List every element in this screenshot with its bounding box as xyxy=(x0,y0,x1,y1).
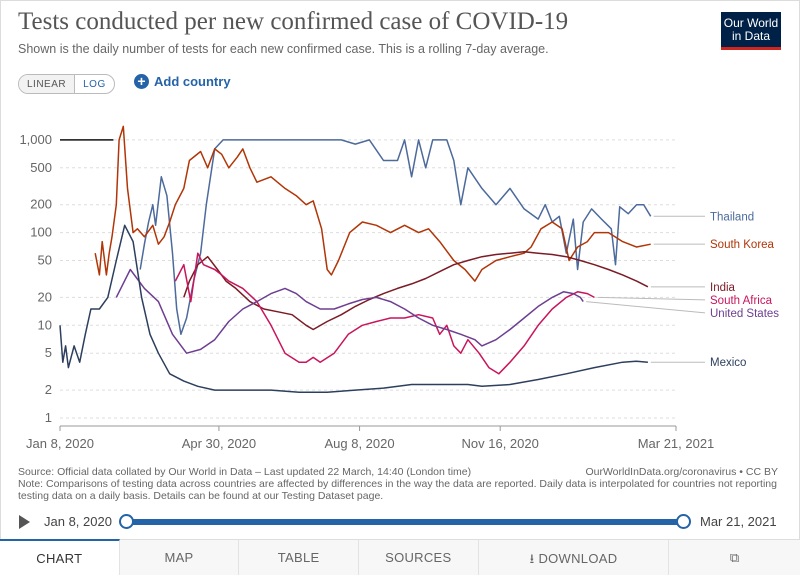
tab-bar: CHART MAP TABLE SOURCES ⭳ DOWNLOAD ⧉ xyxy=(0,539,800,575)
legend-label-india: India xyxy=(710,282,736,294)
chart-notes: Source: Official data collated by Our Wo… xyxy=(18,466,778,502)
y-tick-label: 1 xyxy=(45,410,52,425)
timeline-start-handle[interactable] xyxy=(119,514,134,529)
share-icon: ⧉ xyxy=(729,550,740,565)
timeline-start-label: Jan 8, 2020 xyxy=(44,514,112,529)
legend-label-south-korea: South Korea xyxy=(710,239,775,251)
logo-line-1: Our World xyxy=(723,16,779,30)
series-line-mexico xyxy=(59,224,648,393)
source-text: Source: Official data collated by Our Wo… xyxy=(18,466,472,478)
add-country-button[interactable]: + Add country xyxy=(134,74,231,89)
play-icon[interactable] xyxy=(19,515,30,529)
plus-icon: + xyxy=(134,74,149,89)
legend-label-thailand: Thailand xyxy=(710,211,754,223)
x-tick-label: Mar 21, 2021 xyxy=(638,436,715,451)
y-tick-label: 2 xyxy=(45,382,52,397)
series-line-india xyxy=(183,251,649,331)
y-tick-label: 20 xyxy=(38,289,52,304)
timeline: Jan 8, 2020 Mar 21, 2021 xyxy=(0,510,800,536)
note-text: Note: Comparisons of testing data across… xyxy=(18,478,777,502)
timeline-end-label: Mar 21, 2021 xyxy=(700,514,777,529)
y-tick-label: 50 xyxy=(38,253,52,268)
y-tick-label: 5 xyxy=(45,345,52,360)
y-tick-label: 200 xyxy=(30,197,52,212)
timeline-track[interactable] xyxy=(127,519,683,525)
owid-logo[interactable]: Our World in Data xyxy=(721,12,781,50)
legend-label-south-africa: South Africa xyxy=(710,295,773,307)
logo-line-2: in Data xyxy=(731,29,771,43)
series-line-south-africa xyxy=(174,252,595,375)
chart-title: Tests conducted per new confirmed case o… xyxy=(18,8,569,35)
scale-toggle: LINEAR LOG xyxy=(18,74,115,94)
legend-connector xyxy=(597,296,706,301)
x-tick-label: Jan 8, 2020 xyxy=(26,436,94,451)
log-scale-button[interactable]: LOG xyxy=(83,79,106,90)
add-country-label: Add country xyxy=(154,74,231,89)
tab-share[interactable]: ⧉ xyxy=(669,540,800,575)
timeline-end-handle[interactable] xyxy=(676,514,691,529)
tab-chart[interactable]: CHART xyxy=(0,539,120,575)
x-tick-label: Aug 8, 2020 xyxy=(324,436,394,451)
download-icon: ⭳ xyxy=(529,551,535,566)
linear-scale-button[interactable]: LINEAR xyxy=(19,75,76,93)
x-tick-label: Apr 30, 2020 xyxy=(182,436,256,451)
source-link[interactable]: OurWorldInData.org/coronavirus • CC BY xyxy=(585,466,778,478)
tab-table[interactable]: TABLE xyxy=(239,540,359,575)
y-tick-label: 500 xyxy=(30,160,52,175)
legend-label-mexico: Mexico xyxy=(710,357,746,369)
tab-download-label: DOWNLOAD xyxy=(538,551,618,566)
chart-plot: 1 2 5 10 20 50 100 200 500 1,000 Jan 8, 2020 Apr 30… xyxy=(19,125,779,451)
series-line-thailand xyxy=(139,139,652,336)
tab-sources[interactable]: SOURCES xyxy=(359,540,479,575)
chart-subtitle: Shown is the daily number of tests for e… xyxy=(18,42,549,56)
series-line-united-states xyxy=(115,268,584,354)
legend-label-united-states: United States xyxy=(710,308,779,320)
y-tick-label: 1,000 xyxy=(19,132,52,147)
legend-connector xyxy=(586,301,706,314)
series-line-south-korea xyxy=(94,125,651,282)
tab-map[interactable]: MAP xyxy=(120,540,240,575)
y-tick-label: 100 xyxy=(30,225,52,240)
x-tick-label: Nov 16, 2020 xyxy=(462,436,539,451)
y-tick-label: 10 xyxy=(38,317,52,332)
tab-download[interactable]: ⭳ DOWNLOAD xyxy=(479,540,670,575)
